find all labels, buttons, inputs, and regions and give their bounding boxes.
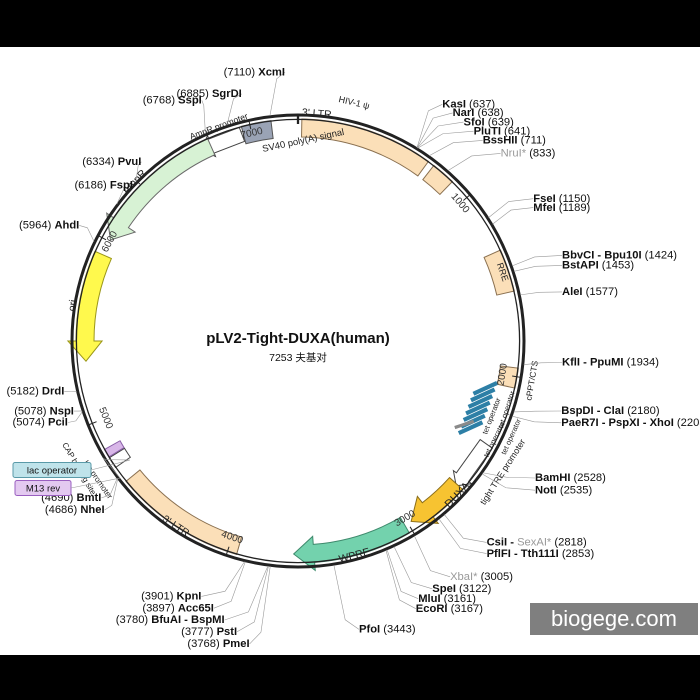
svg-text:(5964) AhdI: (5964) AhdI (19, 220, 79, 232)
svg-text:3' LTR: 3' LTR (301, 107, 332, 121)
svg-text:CsiI - SexAI* (2818): CsiI - SexAI* (2818) (487, 537, 587, 549)
svg-text:lac operator: lac operator (27, 465, 77, 476)
svg-text:HIV-1 ψ: HIV-1 ψ (338, 94, 371, 111)
svg-text:(3777) PstI: (3777) PstI (181, 626, 237, 638)
svg-text:(5182) DrdI: (5182) DrdI (6, 386, 64, 398)
svg-text:(6885) SgrDI: (6885) SgrDI (177, 88, 242, 100)
svg-text:MfeI (1189): MfeI (1189) (533, 202, 590, 214)
svg-text:KflI - PpuMI (1934): KflI - PpuMI (1934) (562, 357, 659, 369)
svg-text:XbaI* (3005): XbaI* (3005) (450, 571, 513, 583)
svg-text:(3897) Acc65I: (3897) Acc65I (142, 602, 214, 614)
svg-text:NruI* (833): NruI* (833) (501, 148, 556, 160)
svg-text:(4686) NheI: (4686) NheI (45, 504, 105, 516)
svg-text:cPPT/CTS: cPPT/CTS (523, 360, 540, 402)
svg-text:(3780) BfuAI - BspMI: (3780) BfuAI - BspMI (116, 614, 225, 626)
svg-text:AleI (1577): AleI (1577) (562, 286, 618, 298)
svg-text:(6334) PvuI: (6334) PvuI (82, 156, 141, 168)
svg-text:1000: 1000 (449, 191, 472, 215)
svg-text:(7110) XcmI: (7110) XcmI (224, 66, 285, 78)
svg-text:ori: ori (66, 299, 80, 312)
svg-text:EcoRI (3167): EcoRI (3167) (416, 603, 483, 615)
svg-text:PfoI (3443): PfoI (3443) (359, 624, 416, 636)
svg-text:BamHI (2528): BamHI (2528) (535, 472, 606, 484)
svg-text:(5078) NspI: (5078) NspI (14, 405, 74, 417)
svg-text:(5074) PciI: (5074) PciI (13, 417, 68, 429)
svg-text:(3901) KpnI: (3901) KpnI (141, 591, 201, 603)
svg-text:NotI (2535): NotI (2535) (535, 484, 592, 496)
svg-text:BstAPI (1453): BstAPI (1453) (562, 260, 634, 272)
svg-text:(6186) FspI: (6186) FspI (74, 180, 132, 192)
svg-text:5000: 5000 (96, 406, 115, 431)
svg-text:PflFI - Tth111I (2853): PflFI - Tth111I (2853) (487, 548, 595, 560)
svg-text:M13 rev: M13 rev (26, 483, 61, 494)
svg-text:(3768) PmeI: (3768) PmeI (187, 638, 249, 650)
svg-text:BspDI - ClaI (2180): BspDI - ClaI (2180) (561, 405, 660, 417)
svg-text:BssHII (711): BssHII (711) (483, 135, 546, 147)
svg-text:PaeR7I - PspXI - XhoI (2203): PaeR7I - PspXI - XhoI (2203) (561, 417, 700, 429)
